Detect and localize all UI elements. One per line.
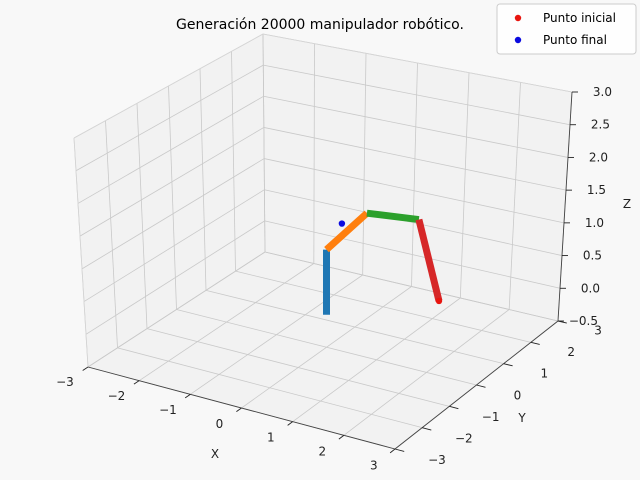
arm-segments	[323, 209, 443, 315]
x-tick	[236, 407, 242, 413]
grid-line-z-back	[263, 95, 569, 158]
pane-edge	[73, 33, 264, 139]
z-tick-label: 2.0	[589, 150, 608, 164]
z-tick-label: 0.0	[581, 281, 600, 295]
grid-line-x-back	[459, 72, 470, 299]
x-tick	[184, 393, 191, 399]
grid-line-y-left	[231, 51, 236, 272]
grid-line-z-left	[83, 189, 265, 302]
x-tick-label: −3	[56, 375, 74, 389]
grid-line-y-left	[168, 85, 177, 310]
y-tick-label: 1	[541, 367, 549, 381]
z-tick-label: −0.5	[569, 314, 598, 328]
x-tick-label: 3	[370, 459, 378, 473]
pane-edge	[262, 33, 573, 93]
grid-line-y-floor	[235, 270, 531, 343]
grid-line-z-left	[85, 220, 265, 335]
x-tick	[133, 380, 140, 385]
arm-segment-2	[324, 210, 370, 253]
grid-line-y-left	[262, 33, 266, 253]
pane-edge	[73, 137, 89, 368]
x-tick	[82, 366, 89, 371]
y-tick-label: 2	[567, 345, 575, 359]
x-axis-label: X	[211, 447, 219, 461]
grid-line-z-back	[264, 158, 565, 224]
grid-line-z-left	[77, 95, 264, 204]
legend-label-final: Punto final	[543, 33, 607, 47]
grid-line-x-back	[362, 53, 367, 276]
grid-line-x-back	[508, 82, 521, 310]
arm-segment-3	[366, 209, 420, 224]
z-tick-label: 1.5	[587, 183, 606, 197]
grid-line-z-back	[264, 220, 561, 289]
data-points	[338, 220, 443, 305]
y-tick	[530, 341, 540, 345]
x-tick-label: −2	[108, 389, 126, 403]
grid-line-z-back	[264, 189, 563, 256]
grid-line-y-floor	[117, 347, 423, 429]
point-initial	[435, 297, 443, 305]
x-tick	[389, 448, 396, 454]
y-tick	[449, 405, 459, 410]
grid-line-y-floor	[176, 309, 477, 386]
z-axis-line	[557, 91, 573, 322]
grid-line-z-left	[81, 158, 265, 270]
grid-line-z-back	[263, 127, 567, 191]
y-tick	[503, 363, 513, 367]
y-tick	[422, 427, 432, 431]
grid-line-x-back	[313, 43, 315, 264]
grid-line-z-left	[79, 127, 265, 237]
point-final	[338, 220, 346, 227]
left-pane	[74, 34, 265, 367]
z-axis-label: Z	[623, 197, 631, 211]
grid-line-x-back	[411, 62, 418, 287]
y-tick-label: −1	[482, 410, 500, 424]
y-tick	[476, 384, 486, 388]
grid-line-z-back	[263, 64, 571, 126]
tick-marks	[82, 91, 578, 454]
y-tick-label: 3	[594, 323, 602, 337]
back-pane	[263, 34, 572, 321]
y-tick-label: −3	[428, 453, 446, 467]
arm-segment-4	[415, 218, 443, 302]
x-tick-label: 0	[216, 417, 224, 431]
grid-line-z-left	[87, 251, 266, 368]
legend-marker-inicial	[514, 14, 522, 22]
x-tick-label: 1	[267, 431, 275, 445]
x-tick	[287, 421, 293, 426]
y-tick-label: 0	[514, 388, 522, 402]
chart-title: Generación 20000 manipulador robótico.	[176, 17, 464, 33]
grid-line-y-left	[199, 68, 207, 291]
legend-label-inicial: Punto inicial	[543, 11, 616, 25]
legend: Punto inicial Punto final	[496, 3, 637, 55]
x-tick-label: −1	[159, 403, 177, 417]
legend-marker-final	[514, 36, 522, 44]
legend-box	[496, 3, 637, 55]
z-tick-label: 1.0	[585, 216, 604, 230]
x-tick-label: 2	[319, 445, 327, 459]
grid-line-y-floor	[146, 328, 450, 407]
z-tick-label: 2.5	[591, 118, 610, 132]
x-tick	[338, 434, 345, 440]
grid-line-z-left	[75, 64, 264, 172]
z-tick-label: 3.0	[593, 85, 612, 99]
y-tick	[394, 448, 405, 452]
y-tick-label: −2	[455, 432, 473, 446]
y-axis-label: Y	[517, 411, 526, 425]
grid-line-z-back	[264, 251, 559, 322]
grid-line-y-left	[136, 103, 148, 329]
z-tick-label: 0.5	[583, 249, 602, 263]
grid-line-y-left	[105, 120, 118, 348]
grid-line-y-floor	[205, 289, 504, 365]
